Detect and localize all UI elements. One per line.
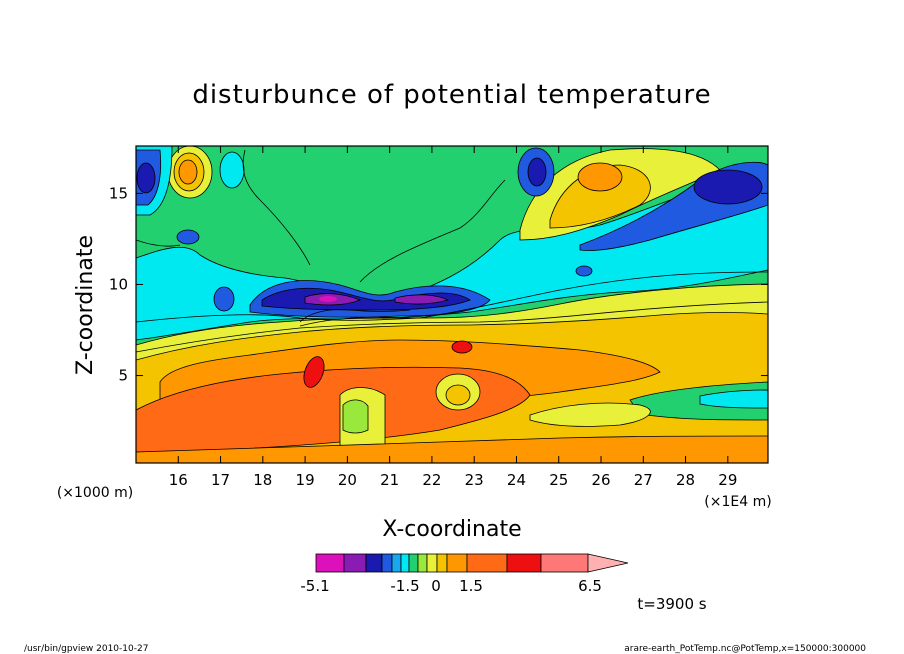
colorbar-swatch	[506, 553, 542, 573]
x-tick-label: 29	[718, 471, 737, 489]
colorbar-label: 0	[431, 577, 441, 595]
x-tick-label: 18	[253, 471, 272, 489]
x-tick-label: 28	[676, 471, 695, 489]
x-tick-label: 16	[169, 471, 188, 489]
colorbar-swatch	[436, 553, 448, 573]
x-tick-label: 27	[634, 471, 653, 489]
y-tick-label: 15	[109, 184, 128, 202]
colorbar: -5.1 -1.5 0 1.5 6.5	[300, 553, 629, 595]
x-axis-label: X-coordinate	[382, 517, 521, 542]
colorbar-swatch	[381, 553, 393, 573]
x-tick-label: 19	[296, 471, 315, 489]
colorbar-swatch	[365, 553, 383, 573]
field-orange-upper	[549, 164, 651, 229]
colorbar-label: 6.5	[578, 577, 602, 595]
x-axis: 16 17 18 19 20 21 22 23 24 25 26 27 28 29	[169, 146, 737, 489]
x-unit-left: (×1000 m)	[57, 485, 133, 501]
colorbar-label: -5.1	[300, 577, 329, 595]
y-axis-label: Z-coordinate	[73, 235, 98, 375]
x-tick-label: 24	[507, 471, 526, 489]
colorbar-swatch	[426, 553, 438, 573]
contour-lines	[136, 149, 768, 353]
colorbar-swatch	[315, 553, 345, 573]
x-tick-label: 20	[338, 471, 357, 489]
x-unit-right: (×1E4 m)	[704, 494, 771, 510]
colorbar-swatch	[540, 553, 589, 573]
x-tick-label: 26	[591, 471, 610, 489]
colorbar-swatch	[400, 553, 410, 573]
plot-frame	[135, 145, 769, 464]
footer-right: arare-earth_PotTemp.nc@PotTemp,x=150000:…	[624, 644, 866, 654]
y-tick-label: 10	[109, 275, 128, 293]
x-tick-label: 22	[422, 471, 441, 489]
y-tick-label: 5	[118, 367, 128, 385]
colorbar-label: -1.5	[390, 577, 419, 595]
x-tick-label: 25	[549, 471, 568, 489]
chart-title: disturbunce of potential temperature	[192, 80, 711, 110]
time-label: t=3900 s	[637, 595, 706, 613]
colorbar-swatch	[391, 553, 402, 573]
colorbar-arrow	[587, 553, 629, 573]
colorbar-swatch	[446, 553, 468, 573]
y-axis: 5 10 15	[109, 184, 768, 385]
x-tick-label: 21	[380, 471, 399, 489]
plot-area	[136, 146, 768, 463]
colorbar-swatch	[343, 553, 367, 573]
colorbar-swatch	[408, 553, 419, 573]
blob-orange-upper	[577, 162, 623, 192]
x-tick-label: 23	[465, 471, 484, 489]
footer-left: /usr/bin/gpview 2010-10-27	[24, 644, 148, 654]
colorbar-swatch	[417, 553, 428, 573]
colorbar-label: 1.5	[459, 577, 483, 595]
x-tick-label: 17	[211, 471, 230, 489]
colorbar-swatch	[466, 553, 508, 573]
